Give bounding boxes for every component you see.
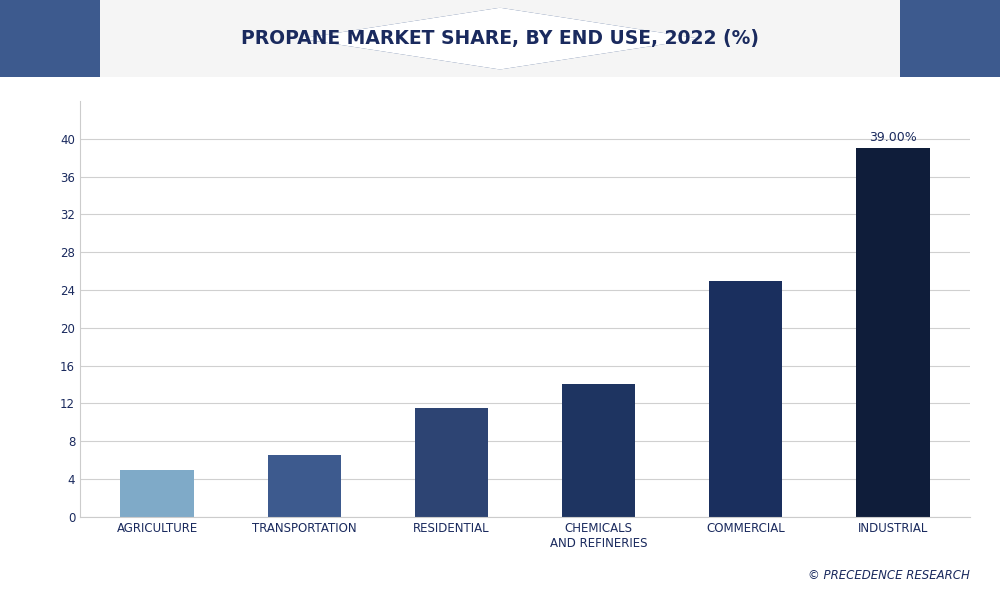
Polygon shape [100,0,550,77]
Bar [856,148,930,517]
Bar [562,384,635,517]
Polygon shape [450,0,900,77]
Polygon shape [0,0,100,77]
Bar [709,280,782,517]
Polygon shape [450,0,1000,77]
Text: 39.00%: 39.00% [869,131,917,144]
Bar [268,456,341,517]
Polygon shape [0,0,550,77]
Polygon shape [900,0,1000,77]
Text: PROPANE MARKET SHARE, BY END USE, 2022 (%): PROPANE MARKET SHARE, BY END USE, 2022 (… [241,29,759,48]
Text: © PRECEDENCE RESEARCH: © PRECEDENCE RESEARCH [808,569,970,582]
Bar [120,469,194,517]
Bar [415,408,488,517]
